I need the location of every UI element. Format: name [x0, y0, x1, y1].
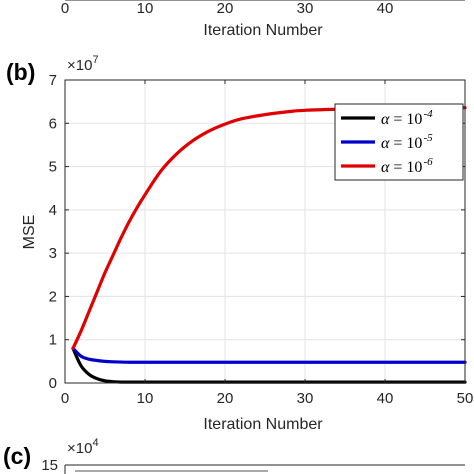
legend-entry-label: α = 10-4 — [381, 108, 433, 128]
panel-b-exponent: ×107 — [67, 54, 99, 74]
plot-frame — [64, 79, 466, 384]
series-line-1 — [71, 346, 467, 364]
x-tick-label: 30 — [297, 390, 314, 407]
y-axis-label: MSE — [21, 215, 38, 250]
panel-c-exponent-power: 4 — [92, 437, 98, 449]
y-axis-ticks: 0 1 2 3 4 5 6 7 — [49, 72, 465, 392]
legend-exponent: -5 — [423, 132, 433, 144]
legend-symbol: α — [381, 159, 390, 176]
top-x-tick: 30 — [297, 0, 314, 17]
legend-entry-label: α = 10-5 — [381, 132, 433, 152]
legend-base: = 10 — [393, 159, 422, 176]
panel-c-exponent-base: ×10 — [67, 440, 92, 457]
x-tick-label: 20 — [217, 390, 234, 407]
x-tick-label: 50 — [457, 390, 474, 407]
x-tick-label: 40 — [377, 390, 394, 407]
top-x-tick: 10 — [137, 0, 154, 17]
panel-b-label: (b) — [6, 59, 35, 85]
y-tick-label: 4 — [49, 202, 57, 219]
top-panel-x-axis: 0 10 20 30 40 Iteration Number — [61, 0, 465, 39]
grid — [65, 80, 465, 383]
legend-symbol: α — [381, 135, 390, 152]
top-x-tick: 20 — [217, 0, 234, 17]
panel-c-label: (c) — [3, 443, 31, 469]
y-tick-label: 7 — [49, 72, 57, 89]
legend-base: = 10 — [393, 135, 422, 152]
legend-base: = 10 — [393, 111, 422, 128]
series-line-2 — [71, 106, 467, 350]
legend-symbol: α — [381, 111, 390, 128]
panel-c-y-tick: 15 — [41, 457, 58, 474]
legend: α = 10-4α = 10-5α = 10-6 — [334, 103, 464, 181]
top-x-tick: 40 — [377, 0, 394, 17]
top-x-tick: 0 — [61, 0, 69, 17]
panel-b-exponent-power: 7 — [92, 54, 98, 66]
x-tick-label: 10 — [137, 390, 154, 407]
panel-b-exponent-base: ×10 — [67, 57, 92, 74]
panel-c-exponent: ×104 — [67, 437, 99, 457]
legend-entry-label: α = 10-6 — [381, 156, 433, 176]
y-tick-label: 2 — [49, 288, 57, 305]
y-tick-label: 3 — [49, 245, 57, 262]
legend-exponent: -4 — [423, 108, 433, 120]
y-tick-label: 5 — [49, 159, 57, 176]
y-tick-label: 0 — [49, 375, 57, 392]
y-tick-label: 1 — [49, 332, 57, 349]
y-tick-label: 6 — [49, 115, 57, 132]
x-axis-label: Iteration Number — [203, 416, 323, 433]
top-x-axis-label: Iteration Number — [203, 22, 323, 39]
x-tick-label: 0 — [61, 390, 69, 407]
x-axis-ticks: 0 10 20 30 40 50 — [61, 80, 474, 407]
legend-exponent: -6 — [423, 156, 433, 168]
